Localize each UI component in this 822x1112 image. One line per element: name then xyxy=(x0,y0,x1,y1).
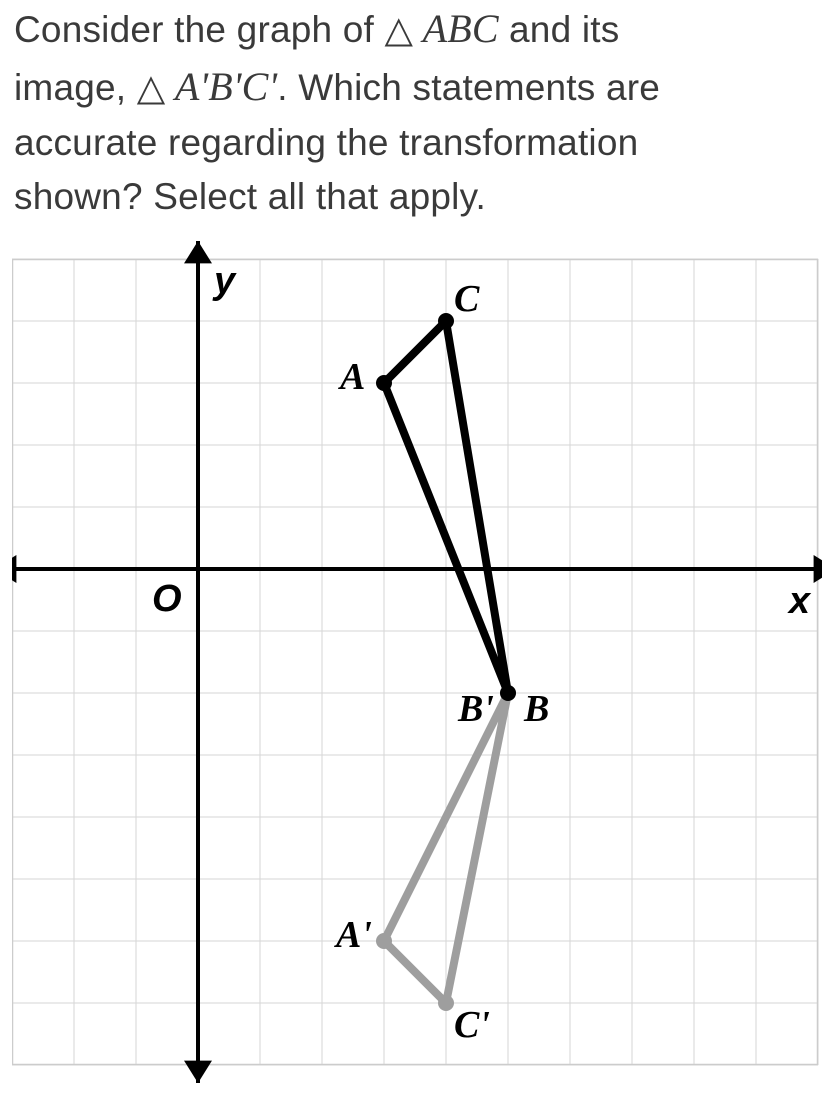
q-part: . Which statements are xyxy=(277,67,660,108)
question-text: Consider the graph of △ ABC and its imag… xyxy=(0,0,822,233)
coordinate-graph: y x O A C B B' A' C' xyxy=(12,237,822,1097)
svg-text:B': B' xyxy=(457,688,494,730)
svg-text:x: x xyxy=(787,580,812,622)
svg-text:C: C xyxy=(454,278,480,320)
triangle-symbol-1: △ xyxy=(385,9,414,50)
q-part: Consider the graph of xyxy=(14,9,385,50)
q-abcp: A'B'C' xyxy=(165,64,277,109)
svg-text:A: A xyxy=(338,356,365,398)
svg-text:y: y xyxy=(212,260,237,302)
svg-text:A': A' xyxy=(334,914,372,956)
q-part: accurate regarding the transformation xyxy=(14,122,638,163)
triangle-symbol-2: △ xyxy=(137,67,166,108)
q-abc: ABC xyxy=(413,6,509,51)
graph-container: y x O A C B B' A' C' xyxy=(12,237,822,1097)
svg-text:C': C' xyxy=(454,1004,490,1046)
svg-text:B: B xyxy=(523,688,549,730)
q-part: shown? Select all that apply. xyxy=(14,176,486,217)
svg-text:O: O xyxy=(152,578,182,620)
q-part: image, xyxy=(14,67,137,108)
q-part: and its xyxy=(509,9,619,50)
